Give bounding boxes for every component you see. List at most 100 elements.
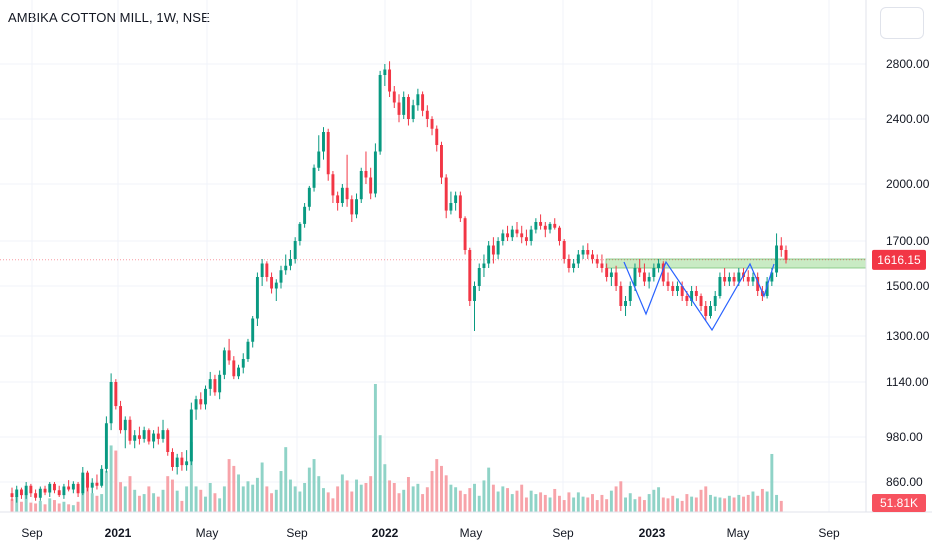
candle-body <box>317 151 321 168</box>
volume-bar <box>501 486 505 512</box>
volume-bar <box>751 491 755 512</box>
volume-bar <box>383 464 387 512</box>
volume-bar <box>364 482 368 512</box>
candle-body <box>510 229 514 238</box>
candle-body <box>558 227 561 241</box>
volume-bar <box>775 494 779 512</box>
volume-bar <box>303 482 307 512</box>
candle-body <box>506 233 510 238</box>
price-tick-label: 980.00 <box>886 430 923 444</box>
candle-body <box>421 94 425 111</box>
candle-body <box>260 263 264 277</box>
volume-bar <box>128 476 132 512</box>
volume-bar <box>185 486 189 512</box>
volume-bar <box>685 494 689 512</box>
time-axis[interactable]: Sep 2021 May Sep 2022 May Sep 2023 May Sep <box>21 526 840 540</box>
candle-body <box>326 132 330 175</box>
volume-bar <box>265 486 269 512</box>
volume-bar <box>86 482 89 512</box>
candle-body <box>425 110 429 119</box>
candle-body <box>293 241 297 259</box>
volume-bar <box>152 493 156 512</box>
volume-bar <box>227 459 231 512</box>
candle-body <box>123 419 127 431</box>
volume-bar <box>416 483 420 512</box>
volume-bar <box>199 489 203 512</box>
candle-body <box>284 265 288 271</box>
volume-bar <box>104 471 108 512</box>
volume-bar <box>657 487 661 512</box>
volume-bar <box>57 503 61 512</box>
candle-body <box>95 482 99 486</box>
volume-bar <box>388 480 392 512</box>
candle-body <box>657 263 661 268</box>
volume-bar <box>312 459 316 512</box>
volume-bar <box>369 476 373 512</box>
candle-body <box>128 419 132 441</box>
candle-body <box>661 263 665 282</box>
volume-bar <box>506 488 510 512</box>
volume-bar <box>119 482 123 512</box>
volume-bar <box>671 495 675 512</box>
volume-bar <box>732 497 736 512</box>
candle-body <box>543 225 547 230</box>
candle-body <box>57 490 61 496</box>
volume-bar <box>572 497 576 512</box>
candle-body <box>628 286 632 301</box>
price-tick-label: 1700.00 <box>886 234 930 248</box>
candle-body <box>690 291 694 301</box>
chart-settings-button[interactable] <box>880 7 924 39</box>
volume-bar <box>284 447 288 512</box>
volume-bar <box>548 497 552 512</box>
volume-bar <box>340 474 344 512</box>
candle-body <box>67 486 71 490</box>
volume-bar <box>175 490 179 512</box>
time-tick-label: Sep <box>21 526 43 540</box>
volume-bar <box>156 496 160 512</box>
volume-bar <box>699 489 703 512</box>
candle-body <box>194 399 198 410</box>
volume-bar <box>189 442 193 512</box>
candle-body <box>539 222 543 226</box>
volume-bar <box>142 494 146 512</box>
volume-bar <box>487 467 491 512</box>
time-tick-label: 2023 <box>639 526 666 540</box>
candle-body <box>279 270 283 283</box>
time-tick-label: Sep <box>818 526 840 540</box>
volume-bar <box>15 496 19 512</box>
volume-bar <box>19 501 23 512</box>
candle-body <box>685 296 689 301</box>
candle-body <box>232 360 236 377</box>
candle-body <box>468 250 472 301</box>
candle-body <box>529 229 533 241</box>
candle-body <box>369 177 373 194</box>
volume-bar <box>322 488 325 512</box>
candle-body <box>581 250 585 255</box>
candle-body <box>383 69 387 75</box>
candle-body <box>576 254 580 264</box>
volume-bar <box>614 486 618 512</box>
pattern-line <box>623 260 775 332</box>
volume-bar <box>642 500 646 512</box>
candle-body <box>189 409 193 462</box>
volume-bar <box>694 497 698 512</box>
volume-bar <box>246 481 250 512</box>
volume-bar <box>208 482 212 512</box>
volume-bar <box>147 486 151 512</box>
volume-bar <box>581 496 585 512</box>
volume-bar <box>510 494 514 512</box>
volume-bar <box>567 492 571 512</box>
candle-body <box>477 268 481 286</box>
candle-body <box>704 306 708 316</box>
price-axis[interactable]: 860.00 980.00 1140.00 1300.00 1500.00 1700.00… <box>886 57 930 489</box>
candle-body <box>53 483 56 491</box>
candle-body <box>496 241 500 255</box>
candle-body <box>671 286 675 291</box>
volume-bar <box>723 498 727 512</box>
volume-bar <box>628 493 632 512</box>
candle-body <box>312 167 316 188</box>
volume-bar <box>10 499 14 512</box>
candle-body <box>270 277 274 289</box>
double-bottom-pattern <box>623 260 775 332</box>
